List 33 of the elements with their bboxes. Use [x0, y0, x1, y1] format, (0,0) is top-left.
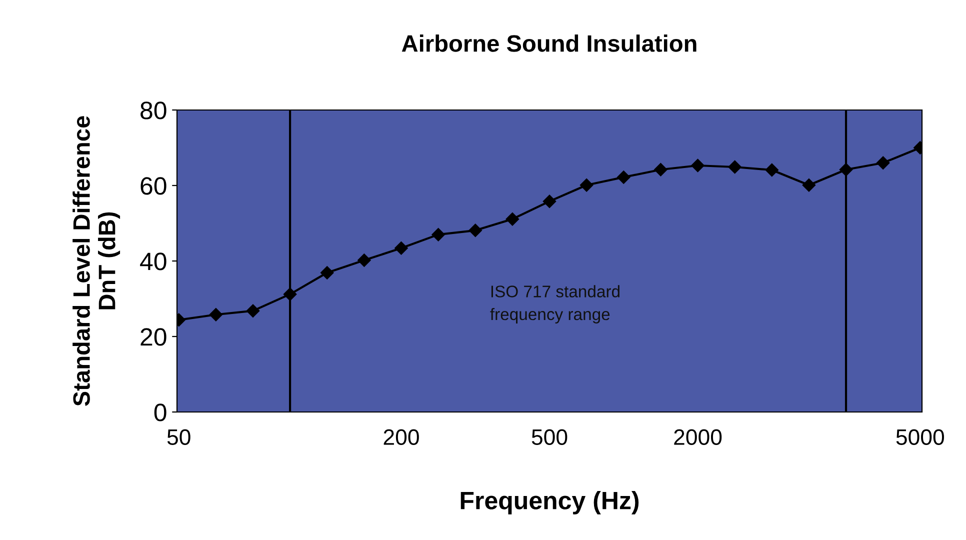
y-axis-title: Standard Level Difference DnT (dB) [72, 116, 120, 406]
point [691, 158, 704, 172]
point [765, 163, 778, 177]
y-tick-label: 80 [140, 102, 166, 120]
point [542, 194, 556, 208]
point [468, 224, 482, 238]
point [358, 254, 371, 267]
x-axis-title: Frequency (Hz) [460, 491, 639, 514]
y-tick-label: 60 [140, 177, 166, 195]
point [394, 242, 408, 255]
point [839, 163, 853, 176]
point [432, 228, 445, 242]
x-tick-label: 2000 [674, 429, 722, 445]
point [802, 178, 816, 192]
chart-title: Airborne Sound Insulation [402, 34, 696, 52]
point [209, 308, 223, 322]
x-tick-label: 500 [532, 429, 568, 445]
x-tick-label: 5000 [896, 429, 944, 445]
point [876, 156, 890, 170]
y-tick-label: 40 [140, 252, 166, 270]
y-tick-label: 20 [140, 328, 166, 346]
point [506, 212, 520, 226]
y-tick-label: 0 [154, 404, 166, 422]
point [580, 178, 594, 192]
point [246, 304, 260, 318]
annotation: ISO 717 standard frequency range [490, 285, 620, 324]
point [617, 170, 630, 184]
x-tick-label: 200 [384, 429, 419, 445]
point [320, 266, 334, 280]
x-tick-label: 50 [167, 429, 190, 445]
point [654, 163, 668, 176]
point [283, 288, 297, 301]
point [728, 160, 742, 174]
